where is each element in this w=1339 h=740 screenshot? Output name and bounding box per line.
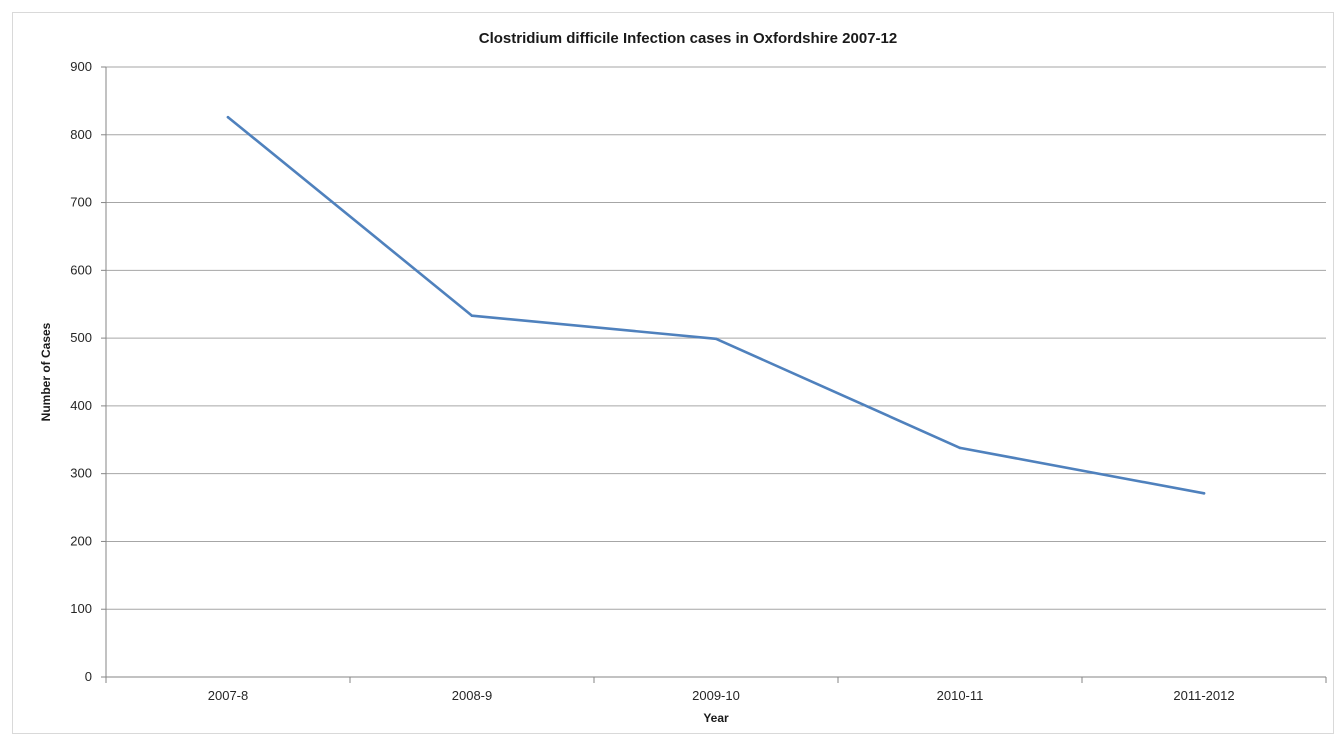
gridlines xyxy=(106,66,1326,610)
x-tick-label-4: 2011-2012 xyxy=(1173,688,1234,703)
y-tick-label-200: 200 xyxy=(70,533,92,548)
y-tick-label-0: 0 xyxy=(85,669,92,684)
y-tick-label-500: 500 xyxy=(70,330,92,345)
y-axis-title: Number of Cases xyxy=(39,322,53,421)
y-axis-ticks: 0 100 200 300 400 500 600 700 800 900 xyxy=(70,59,106,684)
y-tick-label-700: 700 xyxy=(70,195,92,210)
x-tick-label-1: 2008-9 xyxy=(452,688,492,703)
x-tick-label-3: 2010-11 xyxy=(937,688,984,703)
series-line-0 xyxy=(226,115,1206,495)
data-point-0-0 xyxy=(226,115,230,119)
data-point-0-4 xyxy=(1202,492,1206,495)
x-axis-ticks: 2007-8 2008-9 2009-10 2010-11 2011-2012 xyxy=(105,677,1327,703)
y-tick-label-400: 400 xyxy=(70,398,92,413)
chart-title: Clostridium difficile Infection cases in… xyxy=(479,30,897,47)
y-tick-label-900: 900 xyxy=(70,59,92,74)
data-point-0-1 xyxy=(470,314,474,318)
y-tick-label-600: 600 xyxy=(70,262,92,277)
y-tick-label-300: 300 xyxy=(70,466,92,481)
y-tick-label-800: 800 xyxy=(70,127,92,142)
data-point-0-2 xyxy=(714,337,718,341)
x-tick-label-2: 2009-10 xyxy=(692,688,740,703)
series-group xyxy=(226,115,1206,495)
y-tick-label-100: 100 xyxy=(70,601,92,616)
data-point-0-3 xyxy=(958,446,962,450)
chart-frame xyxy=(12,12,1334,734)
x-axis-title: Year xyxy=(703,711,729,725)
x-tick-label-0: 2007-8 xyxy=(208,688,248,703)
